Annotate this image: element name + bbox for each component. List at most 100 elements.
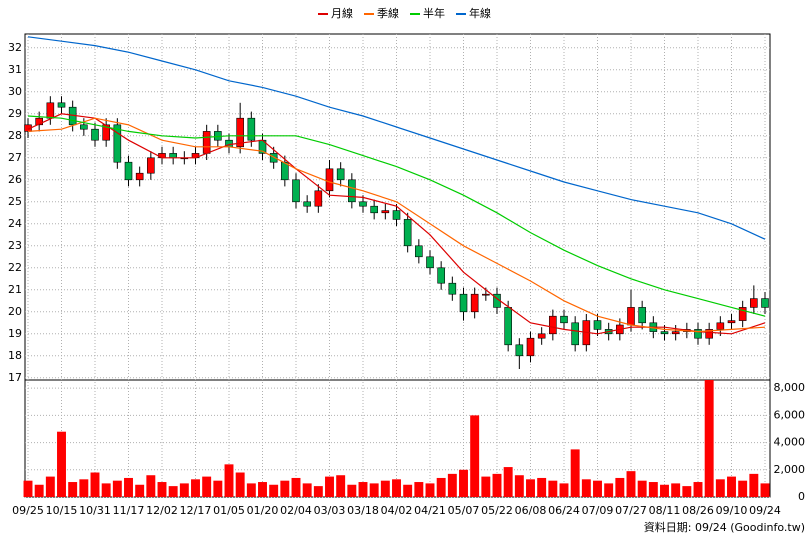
x-tick-label: 10/15 xyxy=(46,504,78,517)
y-tick-label: 29 xyxy=(8,107,22,120)
candle-body xyxy=(560,315,568,324)
legend-label: 季線 xyxy=(377,6,399,20)
candle-body xyxy=(571,322,579,346)
candle-body xyxy=(705,329,713,339)
volume-bar xyxy=(559,483,569,497)
volume-bar xyxy=(101,483,111,497)
y-tick-label: 28 xyxy=(8,129,22,142)
candle-body xyxy=(593,320,602,330)
volume-bar xyxy=(191,479,200,497)
x-tick-label: 10/31 xyxy=(79,504,111,517)
candle-body xyxy=(57,102,66,108)
volume-bar xyxy=(45,476,55,497)
x-tick-label: 03/18 xyxy=(347,504,379,517)
candle-body xyxy=(169,153,177,159)
volume-bar xyxy=(548,480,558,497)
volume-bar xyxy=(604,483,614,497)
candle-body xyxy=(102,124,110,141)
volume-bar xyxy=(336,475,346,497)
volume-bar xyxy=(68,482,78,497)
footnote: 資料日期: 09/24 (Goodinfo.tw) xyxy=(644,520,805,534)
legend: 月線 季線 半年 年線 xyxy=(318,6,491,20)
volume-bar xyxy=(258,482,267,497)
x-tick-label: 09/25 xyxy=(12,504,44,517)
x-tick-label: 09/24 xyxy=(749,504,781,517)
x-tick-label: 03/03 xyxy=(314,504,346,517)
volume-bar xyxy=(727,476,736,497)
volume-bar xyxy=(124,477,133,497)
x-tick-label: 07/09 xyxy=(582,504,614,517)
volume-bar xyxy=(179,483,189,497)
volume-bar xyxy=(392,479,401,497)
volume-bar xyxy=(704,380,714,497)
candle-body xyxy=(46,102,55,119)
candle-body xyxy=(504,307,512,346)
candle-body xyxy=(80,124,88,130)
x-tick-label: 08/26 xyxy=(682,504,714,517)
volume-bar xyxy=(302,483,312,497)
x-tick-label: 04/02 xyxy=(381,504,413,517)
volume-bar xyxy=(514,475,524,497)
x-tick-label: 12/17 xyxy=(180,504,212,517)
volume-bar xyxy=(369,483,379,497)
candle-body xyxy=(415,245,423,258)
y2-tick-label: 0 xyxy=(798,490,805,503)
candle-body xyxy=(671,331,680,335)
candle-body xyxy=(381,210,390,214)
x-tick-label: 01/20 xyxy=(247,504,279,517)
candle-body xyxy=(348,179,356,203)
x-tick-label: 01/05 xyxy=(213,504,245,517)
candle-body xyxy=(247,117,256,141)
candle-body xyxy=(537,333,546,339)
volume-bar xyxy=(447,473,457,497)
volume-bar xyxy=(213,480,223,497)
candle-body xyxy=(113,124,122,163)
volume-bar xyxy=(481,476,491,497)
candle-body xyxy=(269,153,278,163)
volume-bar xyxy=(593,480,602,497)
volume-bar xyxy=(135,484,145,497)
volume-bar xyxy=(693,482,703,497)
legend-label: 年線 xyxy=(469,6,491,20)
x-tick-label: 04/21 xyxy=(414,504,446,517)
x-tick-label: 05/22 xyxy=(481,504,513,517)
candle-body xyxy=(470,293,479,313)
volume-bar xyxy=(671,483,681,497)
volume-bar xyxy=(235,472,245,497)
legend-label: 半年 xyxy=(423,6,445,20)
candle-body xyxy=(738,307,747,321)
candle-body xyxy=(292,179,300,203)
y-tick-label: 30 xyxy=(8,85,22,98)
y-tick-label: 22 xyxy=(8,261,22,274)
candle-body xyxy=(426,256,434,269)
candle-body xyxy=(91,128,99,141)
volume-bar xyxy=(112,480,122,497)
volume-bar xyxy=(57,431,66,497)
volume-bar xyxy=(325,476,334,497)
y-tick-label: 23 xyxy=(8,239,22,252)
volume-bar xyxy=(224,464,234,497)
candle-body xyxy=(124,161,133,181)
volume-bar xyxy=(637,480,647,497)
y-tick-label: 32 xyxy=(8,41,22,54)
volume-bar xyxy=(492,473,502,497)
volume-bar xyxy=(313,486,323,497)
volume-bar xyxy=(660,484,669,497)
volume-bar xyxy=(291,477,301,497)
volume-bar xyxy=(425,483,435,497)
y-tick-label: 20 xyxy=(8,305,22,318)
candle-body xyxy=(403,219,412,247)
candle-body xyxy=(694,329,702,339)
ma-line xyxy=(27,115,766,317)
volume-bar xyxy=(648,482,658,497)
volume-bar xyxy=(615,477,625,497)
volume-bar xyxy=(715,479,725,497)
x-tick-label: 07/27 xyxy=(615,504,647,517)
volume-bar xyxy=(537,477,547,497)
volume-bar xyxy=(90,472,100,497)
legend-label: 月線 xyxy=(331,6,353,20)
candle-body xyxy=(135,172,144,181)
candle-body xyxy=(303,201,311,207)
x-tick-label: 12/02 xyxy=(146,504,178,517)
volume-bar xyxy=(380,480,390,497)
